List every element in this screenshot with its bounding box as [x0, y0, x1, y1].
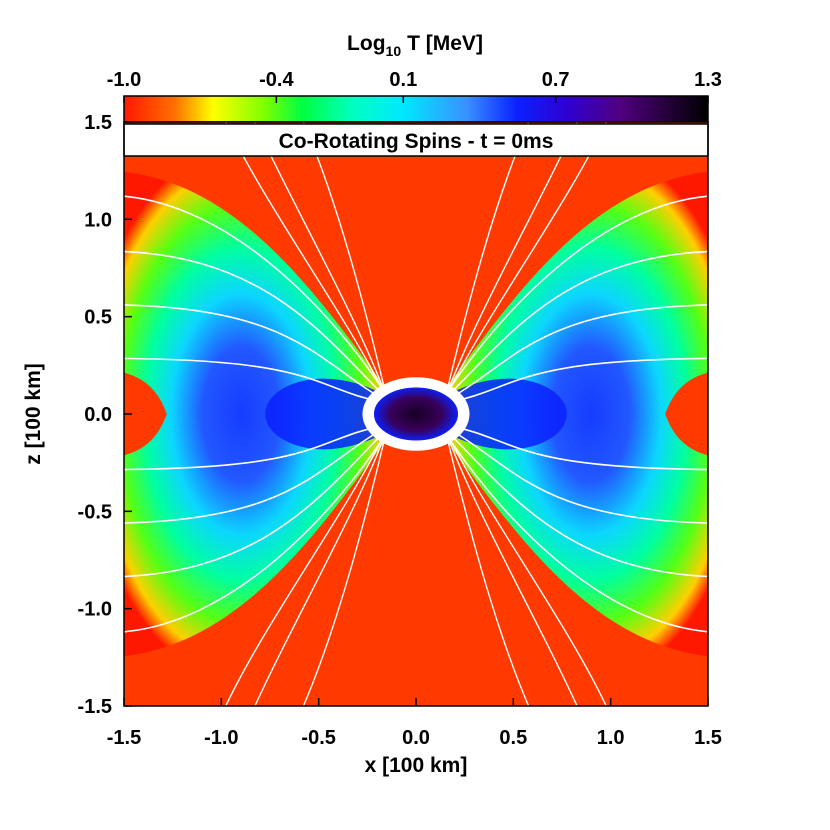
x-tick-label: -1.5 — [107, 727, 141, 749]
funnel-contour — [302, 429, 388, 706]
x-tick-label: 0.5 — [499, 727, 527, 749]
y-tick-label: -1.0 — [78, 599, 112, 621]
y-axis-label: z [100 km] — [22, 363, 45, 465]
colorbar — [123, 95, 709, 123]
lobes — [124, 171, 708, 657]
y-axis-ticks: 1.5 1.0 0.5 0.0 -0.5 -1.0 -1.5 — [78, 112, 132, 718]
funnel-contour — [225, 429, 388, 706]
contour-lines — [124, 122, 708, 706]
colorbar-tick-label: 0.1 — [389, 69, 417, 91]
x-axis-ticks: -1.5 -1.0 -0.5 0.0 0.5 1.0 1.5 — [107, 698, 722, 749]
y-tick-label: -0.5 — [78, 501, 112, 523]
x-axis-label: x [100 km] — [365, 754, 468, 777]
colorbar-label: Log10 T [MeV] — [347, 32, 483, 59]
colorbar-label-sub: 10 — [386, 43, 402, 59]
colorbar-tick-label: -1.0 — [107, 69, 141, 91]
contour-line — [124, 357, 393, 471]
right-disk — [431, 378, 567, 450]
contour-line — [439, 304, 708, 524]
colorbar-ticks: -1.0 -0.4 0.1 0.7 1.3 — [107, 69, 722, 103]
left-disk — [265, 378, 401, 450]
funnel-contour — [254, 429, 388, 706]
colorbar-label-main: Log — [347, 32, 385, 55]
core — [362, 377, 470, 451]
contour-line — [439, 357, 708, 471]
contour-line — [124, 195, 394, 633]
x-tick-label: 1.0 — [597, 727, 625, 749]
funnel-contour — [444, 429, 607, 706]
plot-title: Co-Rotating Spins - t = 0ms — [279, 130, 554, 153]
contour-line — [124, 250, 394, 578]
colorbar-tick-label: 0.7 — [542, 69, 570, 91]
contour-line — [124, 304, 393, 524]
contour-line — [438, 250, 708, 578]
colorbar-tick-label: -0.4 — [259, 69, 294, 91]
title-box — [123, 123, 709, 157]
y-tick-label: 0.5 — [84, 307, 112, 329]
x-tick-label: -0.5 — [301, 727, 335, 749]
funnel-contour — [444, 429, 530, 706]
colorbar-label-rest: T [MeV] — [407, 32, 483, 55]
y-tick-label: -1.5 — [78, 696, 112, 718]
x-tick-label: -1.0 — [204, 727, 238, 749]
disk — [265, 378, 567, 450]
plot-field — [124, 122, 708, 706]
contour-line — [438, 195, 708, 633]
y-tick-label: 1.0 — [84, 209, 112, 231]
colorbar-tick-label: 1.3 — [694, 69, 722, 91]
y-tick-label: 1.5 — [84, 112, 112, 134]
left-lobe — [124, 171, 397, 657]
x-tick-label: 0.0 — [402, 727, 430, 749]
x-tick-label: 1.5 — [694, 727, 722, 749]
core-ellipse — [372, 385, 460, 443]
funnel-contour — [444, 429, 578, 706]
y-tick-label: 0.0 — [84, 404, 112, 426]
right-lobe — [435, 171, 708, 657]
